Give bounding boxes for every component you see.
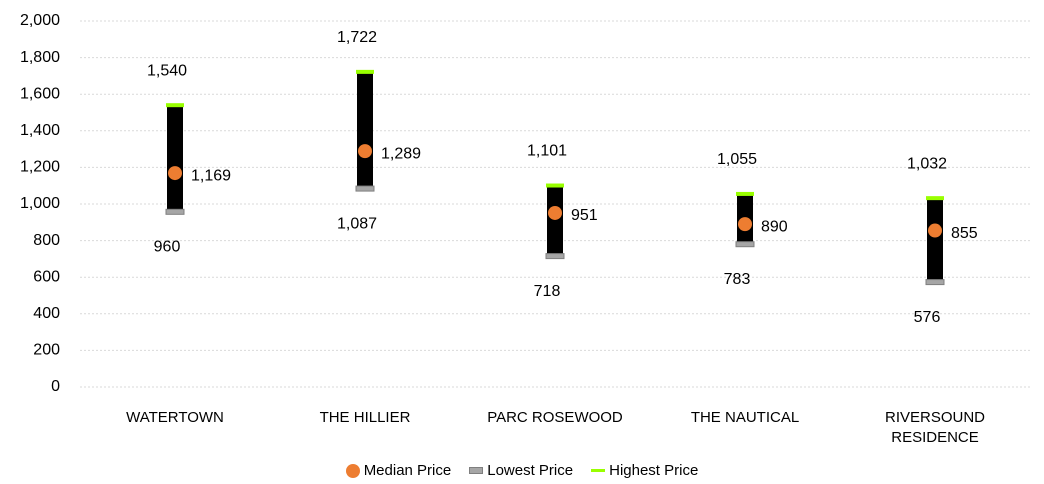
y-tick-label: 400 [33, 305, 60, 322]
median-label: 890 [761, 218, 788, 235]
high-label: 1,101 [527, 143, 567, 160]
low-marker [165, 208, 185, 215]
median-point [928, 223, 942, 238]
median-label: 951 [571, 207, 598, 224]
high-marker [926, 196, 944, 201]
x-tick-label: WATERTOWN [126, 409, 224, 426]
low-marker [735, 241, 755, 248]
legend-label: Highest Price [609, 462, 699, 479]
y-tick-label: 600 [33, 268, 60, 285]
median-label: 1,289 [381, 145, 421, 162]
legend-label: Lowest Price [487, 462, 574, 479]
low-label: 576 [914, 309, 941, 326]
legend-swatch [345, 463, 360, 478]
x-tick-label: RIVERSOUND RESIDENCE [884, 409, 985, 446]
y-tick-label: 2,000 [20, 12, 60, 29]
y-tick-label: 0 [51, 378, 60, 395]
legend-label: Median Price [363, 462, 452, 479]
low-label: 1,087 [337, 215, 377, 232]
high-marker [166, 103, 184, 108]
y-tick-label: 200 [33, 342, 60, 359]
legend-item: Highest Price [591, 462, 698, 479]
legend-swatch [469, 467, 484, 474]
median-label: 855 [951, 225, 978, 242]
legend-item: Median Price [345, 462, 452, 479]
y-tick-label: 1,600 [20, 85, 60, 102]
high-label: 1,032 [907, 155, 947, 172]
low-label: 718 [534, 283, 561, 300]
y-tick-label: 800 [33, 232, 60, 249]
median-point [548, 205, 562, 220]
high-low-bar [547, 185, 563, 256]
high-label: 1,722 [337, 29, 377, 46]
median-point [358, 144, 372, 159]
y-tick-label: 1,200 [20, 159, 60, 176]
low-label: 783 [724, 271, 751, 288]
y-tick-label: 1,000 [20, 195, 60, 212]
y-tick-label: 1,800 [20, 49, 60, 66]
y-tick-label: 1,400 [20, 122, 60, 139]
low-label: 960 [154, 239, 181, 256]
high-marker [356, 69, 374, 74]
high-marker [546, 183, 564, 188]
high-label: 1,055 [717, 151, 757, 168]
low-marker [925, 279, 945, 286]
x-tick-label: THE NAUTICAL [690, 409, 800, 426]
legend-item: Lowest Price [469, 462, 573, 479]
median-point [738, 217, 752, 232]
legend-swatch [591, 469, 606, 472]
legend: Median Price Lowest Price Highest Price [0, 462, 1044, 479]
median-point [168, 166, 182, 181]
x-tick-label: PARC ROSEWOOD [487, 409, 623, 426]
x-tick-label: THE HILLIER [319, 409, 411, 426]
high-low-bar [357, 71, 373, 189]
high-low-bar [927, 198, 943, 282]
low-marker [545, 253, 565, 260]
median-label: 1,169 [191, 167, 231, 184]
high-low-bar [167, 105, 183, 212]
high-marker [736, 191, 754, 196]
low-marker [355, 185, 375, 192]
high-label: 1,540 [147, 62, 187, 79]
